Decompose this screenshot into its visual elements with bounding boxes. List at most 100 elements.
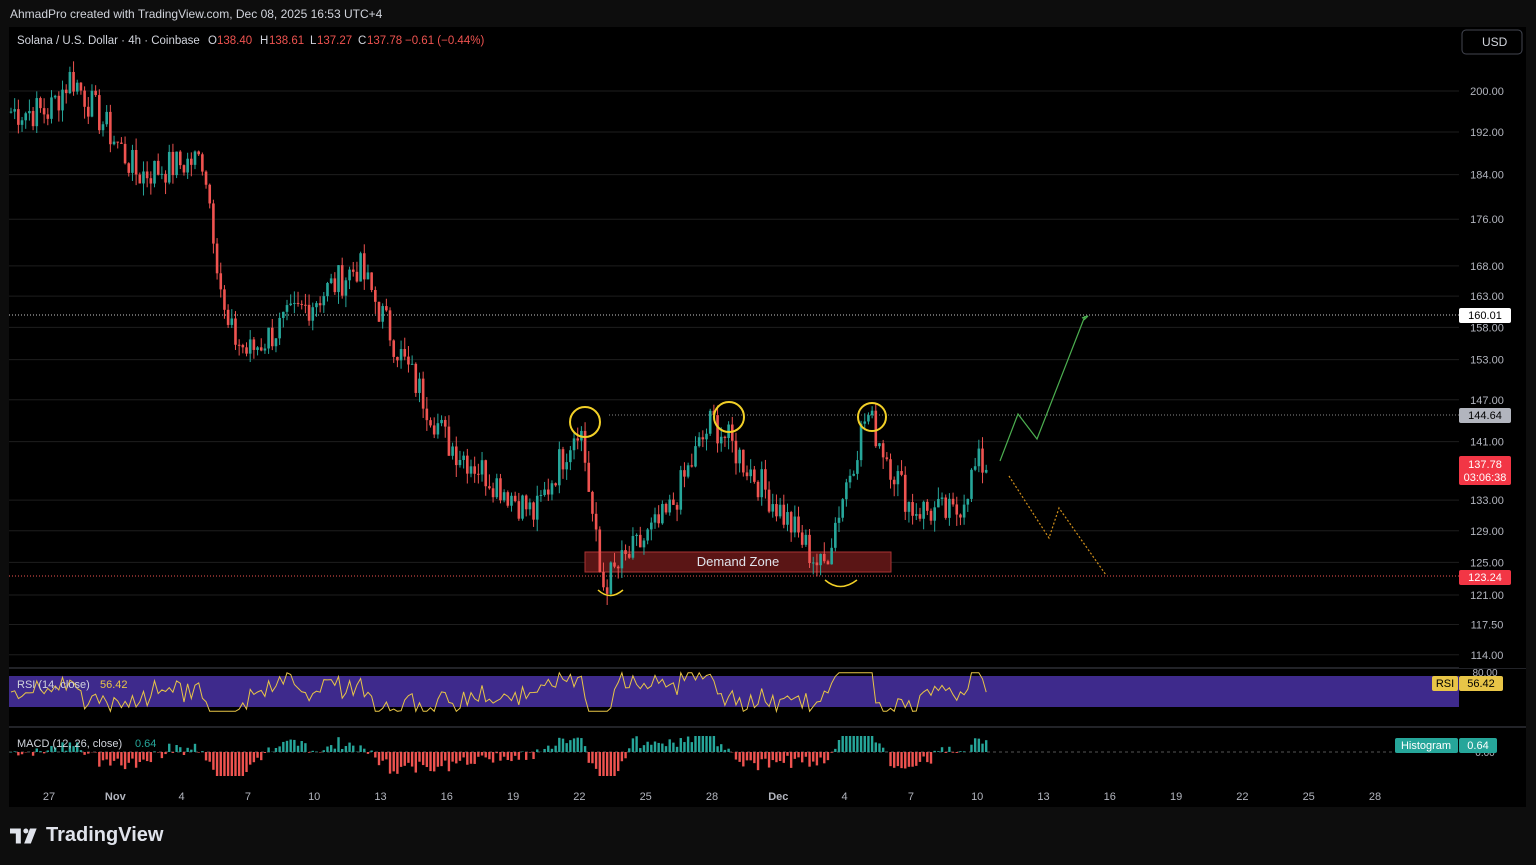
macd-bar (219, 752, 222, 776)
candle-body (804, 534, 808, 545)
candle-body (226, 309, 230, 325)
candle-body (602, 571, 605, 588)
candle-body (28, 111, 31, 114)
macd-bar (572, 738, 576, 752)
candle-body (797, 516, 800, 533)
macd-bar (863, 736, 866, 752)
time-tick: 19 (507, 791, 519, 803)
candle-body (326, 283, 329, 297)
candle-body (716, 415, 719, 444)
candle-body (39, 98, 42, 109)
candle-body (510, 495, 513, 506)
macd-bar (771, 752, 774, 761)
time-axis[interactable]: 27 Nov 4 7 10 13 16 19 22 25 28 Dec 4 7 10 13 16 19 22 25 28 (43, 791, 1381, 803)
candle-body (789, 512, 793, 533)
candle-body (642, 540, 646, 548)
macd-bar (285, 740, 289, 752)
rsi-tag: RSI (1436, 678, 1454, 690)
macd-bar (808, 752, 811, 767)
macd-bar (826, 752, 830, 761)
candle-body (491, 488, 495, 498)
candle-body (513, 495, 517, 502)
symbol-legend[interactable]: Solana / U.S. Dollar · 4h · Coinbase O 1… (17, 35, 484, 47)
candle-body (786, 512, 789, 525)
macd-bar (929, 752, 933, 764)
candle-body (252, 339, 256, 350)
candle-body (68, 71, 72, 94)
macd-bar (230, 752, 233, 776)
candle-body (819, 553, 822, 566)
candle-body (646, 529, 649, 541)
candle-body (443, 419, 447, 427)
candle-body (524, 495, 528, 510)
currency-button[interactable] (1461, 29, 1523, 55)
macd-bar (915, 752, 918, 766)
macd-bar (639, 748, 642, 752)
price-axis[interactable] (1459, 27, 1526, 668)
macd-bar (834, 748, 837, 752)
macd-bar (760, 752, 763, 760)
macd-bar (359, 745, 362, 752)
macd-bar (447, 752, 451, 772)
macd-bar (653, 741, 657, 752)
price-chart[interactable]: Demand Zone RSI (14, close) 56.42 MACD (… (9, 27, 1526, 807)
candle-body (499, 478, 502, 501)
macd-bar (727, 748, 730, 752)
macd-bar (120, 752, 123, 766)
time-tick: 27 (43, 791, 55, 803)
candle-body (447, 426, 451, 456)
macd-bar (881, 747, 885, 752)
tradingview-logo[interactable]: TradingView (10, 824, 163, 847)
macd-bar (329, 745, 333, 752)
candle-body (142, 171, 145, 184)
candle-body (403, 349, 407, 357)
candle-body (164, 173, 167, 183)
candle-body (300, 303, 304, 305)
macd-bar (421, 752, 425, 766)
macd-bar (558, 737, 561, 752)
macd-bar (543, 748, 546, 752)
macd-bar (720, 744, 723, 752)
candle-body (131, 150, 134, 173)
time-tick: 13 (374, 791, 386, 803)
macd-bar (742, 752, 745, 767)
candle-body (20, 120, 24, 125)
candle-body (72, 71, 75, 92)
candle-body (841, 499, 844, 518)
price-tick: 133.00 (1470, 495, 1504, 507)
candle-body (822, 553, 826, 562)
macd-bar (35, 748, 38, 752)
macd-value-box (1459, 738, 1497, 753)
candle-body (962, 504, 966, 518)
macd-bar (116, 752, 119, 759)
candle-body (98, 95, 101, 131)
candle-body (742, 449, 745, 473)
macd-bar (164, 752, 167, 755)
macd-bar (926, 752, 929, 763)
demand-zone[interactable] (584, 551, 892, 573)
candle-body (889, 459, 892, 480)
candle-body (672, 499, 675, 505)
macd-bar (775, 752, 778, 763)
candle-body (775, 504, 778, 517)
rsi-level-80: 80.00 (1472, 668, 1497, 679)
candle-body (190, 158, 193, 165)
low-label: L (310, 35, 317, 47)
candle-body (918, 514, 922, 519)
macd-bar (565, 743, 568, 752)
open-value: 138.40 (217, 35, 252, 47)
macd-bar (646, 741, 649, 752)
candle-body (362, 253, 366, 280)
macd-bar (933, 750, 936, 752)
current-price-box (1459, 456, 1511, 485)
candle-body (377, 301, 381, 322)
candle-body (160, 173, 164, 175)
candle-body (248, 339, 252, 354)
macd-bar (911, 752, 914, 767)
candle-body (385, 306, 388, 311)
candle-body (234, 318, 237, 345)
chart-frame[interactable]: Demand Zone RSI (14, close) 56.42 MACD (… (9, 27, 1526, 807)
candle-body (569, 450, 572, 463)
candle-body (451, 446, 454, 456)
candle-body (576, 438, 580, 441)
